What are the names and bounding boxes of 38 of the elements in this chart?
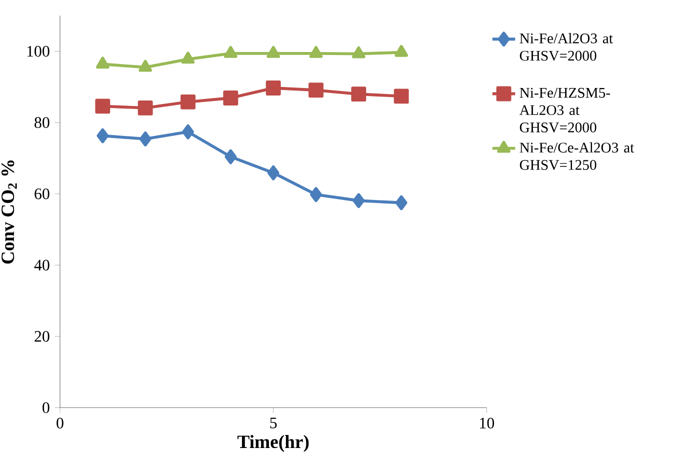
point [95,98,110,114]
point [266,80,281,96]
legend-label: Ni-Fe/Ce-Al2O3 at GHSV=1250 [520,142,634,170]
point [182,124,194,140]
legend-label: Ni-Fe/Al2O3 at GHSV=2000 [520,33,613,61]
y-tick-label: 40 [34,260,50,271]
y-tick-label: 60 [34,188,50,200]
legend-label: Ni-Fe/HZSM5-AL2O3 at GHSV=2000 [519,88,610,132]
point [395,195,408,210]
point [266,46,280,58]
y-tick-label: 20 [34,330,50,342]
point [267,165,280,180]
y-tick-label: 80 [34,117,50,128]
point [96,128,109,144]
x-tick-label: 5 [270,418,277,428]
x-tick-label: 0 [56,418,64,428]
point [181,52,195,64]
point [224,46,238,58]
point [308,82,324,98]
point [310,187,322,202]
y-tick-label: 0 [42,402,50,414]
y-axis-title: Conv CO$_{2}$ % [2,160,17,264]
point [138,60,152,72]
x-axis-title: Time(hr) [238,434,309,452]
x-tick-label: 10 [480,418,494,428]
point [224,149,237,164]
y-tick-label: 100 [27,46,50,57]
point [351,86,366,102]
point [138,100,153,116]
point [352,46,366,58]
point [180,94,196,110]
point [223,90,238,106]
point [352,193,365,208]
point [309,46,323,58]
point [96,56,110,69]
point [394,88,409,104]
point [394,44,408,57]
point [139,132,152,146]
